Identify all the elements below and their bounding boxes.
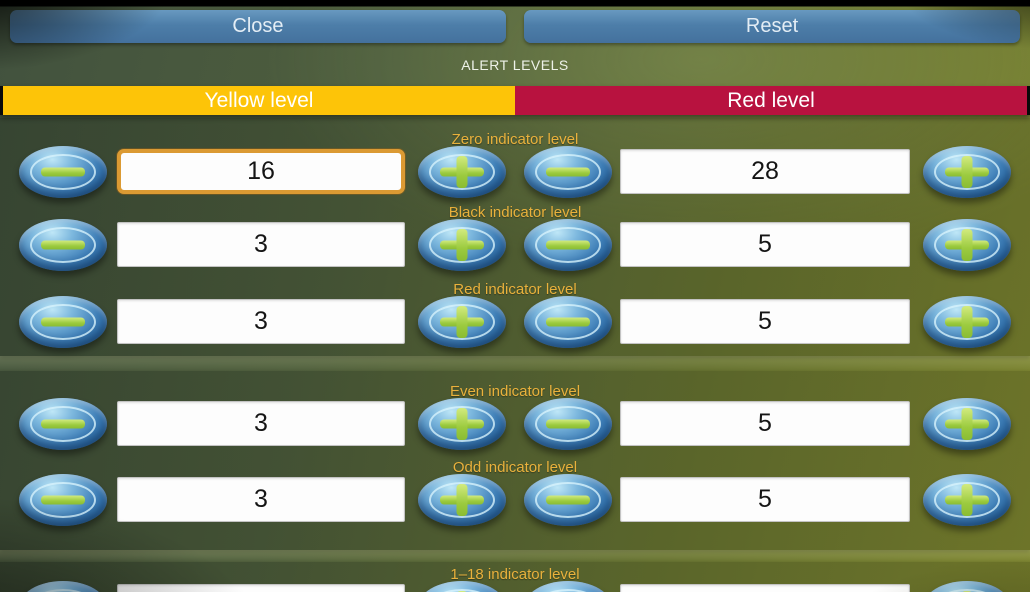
- yellow-increment-button[interactable]: [418, 473, 506, 526]
- red-decrement-button[interactable]: [524, 218, 612, 271]
- minus-icon: [19, 146, 107, 198]
- top-toolbar: Close Reset: [0, 0, 1030, 43]
- plus-icon: [418, 296, 506, 348]
- row-label: Zero indicator level: [451, 131, 579, 148]
- red-increment-button[interactable]: [923, 145, 1011, 198]
- red-increment-button[interactable]: [923, 295, 1011, 348]
- red-yellow-input[interactable]: [117, 299, 405, 344]
- row-label: Red indicator level: [453, 281, 577, 298]
- stepper-row-black: [0, 218, 1030, 271]
- yellow-decrement-button[interactable]: [19, 397, 107, 450]
- minus-icon: [19, 474, 107, 526]
- minus-icon: [524, 296, 612, 348]
- red-decrement-button[interactable]: [524, 145, 612, 198]
- row-label: 1–18 indicator level: [450, 566, 580, 583]
- red-increment-button[interactable]: [923, 580, 1011, 592]
- row-label: Black indicator level: [448, 204, 582, 221]
- plus-icon: [923, 474, 1011, 526]
- minus-icon: [524, 398, 612, 450]
- yellow-increment-button[interactable]: [418, 145, 506, 198]
- plus-icon: [418, 398, 506, 450]
- minus-icon: [524, 146, 612, 198]
- one-eighteen-red-input[interactable]: [620, 584, 910, 592]
- plus-icon: [418, 219, 506, 271]
- stepper-row-red: [0, 295, 1030, 348]
- plus-icon: [418, 581, 506, 592]
- zero-yellow-input[interactable]: [117, 149, 405, 194]
- page-title: ALERT LEVELS: [461, 57, 569, 73]
- row-label: Odd indicator level: [452, 459, 578, 476]
- minus-icon: [524, 474, 612, 526]
- group-even-odd: Even indicator level Odd indicator level: [0, 371, 1030, 550]
- group-divider: [0, 550, 1030, 562]
- minus-icon: [19, 581, 107, 592]
- black-yellow-input[interactable]: [117, 222, 405, 267]
- plus-icon: [923, 581, 1011, 592]
- yellow-decrement-button[interactable]: [19, 473, 107, 526]
- plus-icon: [923, 398, 1011, 450]
- red-decrement-button[interactable]: [524, 295, 612, 348]
- even-yellow-input[interactable]: [117, 401, 405, 446]
- zero-red-input[interactable]: [620, 149, 910, 194]
- minus-icon: [524, 581, 612, 592]
- minus-icon: [19, 398, 107, 450]
- plus-icon: [418, 474, 506, 526]
- reset-button[interactable]: Reset: [524, 10, 1020, 43]
- plus-icon: [923, 146, 1011, 198]
- yellow-increment-button[interactable]: [418, 397, 506, 450]
- plus-icon: [923, 219, 1011, 271]
- stepper-row-zero: [0, 145, 1030, 198]
- minus-icon: [524, 219, 612, 271]
- group-divider: [0, 356, 1030, 371]
- one-eighteen-yellow-input[interactable]: [117, 584, 405, 592]
- odd-red-input[interactable]: [620, 477, 910, 522]
- column-headers: Yellow level Red level: [0, 86, 1030, 115]
- stepper-row-odd: [0, 473, 1030, 526]
- black-red-input[interactable]: [620, 222, 910, 267]
- stepper-row-1-18: [0, 580, 1030, 592]
- red-increment-button[interactable]: [923, 473, 1011, 526]
- yellow-decrement-button[interactable]: [19, 295, 107, 348]
- even-red-input[interactable]: [620, 401, 910, 446]
- red-increment-button[interactable]: [923, 218, 1011, 271]
- yellow-increment-button[interactable]: [418, 295, 506, 348]
- yellow-level-header: Yellow level: [3, 86, 515, 115]
- yellow-increment-button[interactable]: [418, 218, 506, 271]
- red-increment-button[interactable]: [923, 397, 1011, 450]
- yellow-decrement-button[interactable]: [19, 218, 107, 271]
- red-decrement-button[interactable]: [524, 397, 612, 450]
- plus-icon: [923, 296, 1011, 348]
- red-level-header: Red level: [515, 86, 1027, 115]
- yellow-increment-button[interactable]: [418, 580, 506, 592]
- minus-icon: [19, 296, 107, 348]
- red-decrement-button[interactable]: [524, 580, 612, 592]
- red-decrement-button[interactable]: [524, 473, 612, 526]
- stepper-row-even: [0, 397, 1030, 450]
- yellow-decrement-button[interactable]: [19, 145, 107, 198]
- plus-icon: [418, 146, 506, 198]
- red-red-input[interactable]: [620, 299, 910, 344]
- close-button[interactable]: Close: [10, 10, 506, 43]
- group-1-18: 1–18 indicator level: [0, 562, 1030, 592]
- odd-yellow-input[interactable]: [117, 477, 405, 522]
- yellow-decrement-button[interactable]: [19, 580, 107, 592]
- minus-icon: [19, 219, 107, 271]
- group-zero-black-red: Zero indicator level Black indicator lev…: [0, 118, 1030, 356]
- row-label: Even indicator level: [449, 383, 581, 400]
